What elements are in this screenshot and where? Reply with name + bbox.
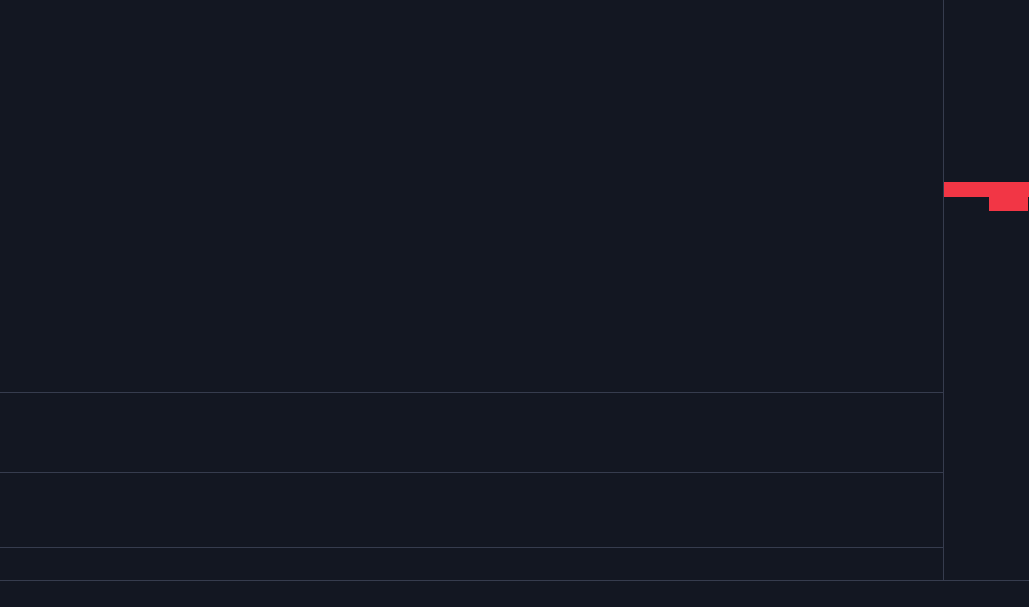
time-axis[interactable] (0, 580, 1029, 607)
pane-divider[interactable] (0, 392, 943, 393)
current-price-badge (944, 182, 1029, 197)
pane-divider[interactable] (0, 547, 943, 548)
price-axis[interactable] (943, 0, 1029, 580)
pane-divider[interactable] (0, 472, 943, 473)
bar-countdown-badge (989, 197, 1028, 211)
